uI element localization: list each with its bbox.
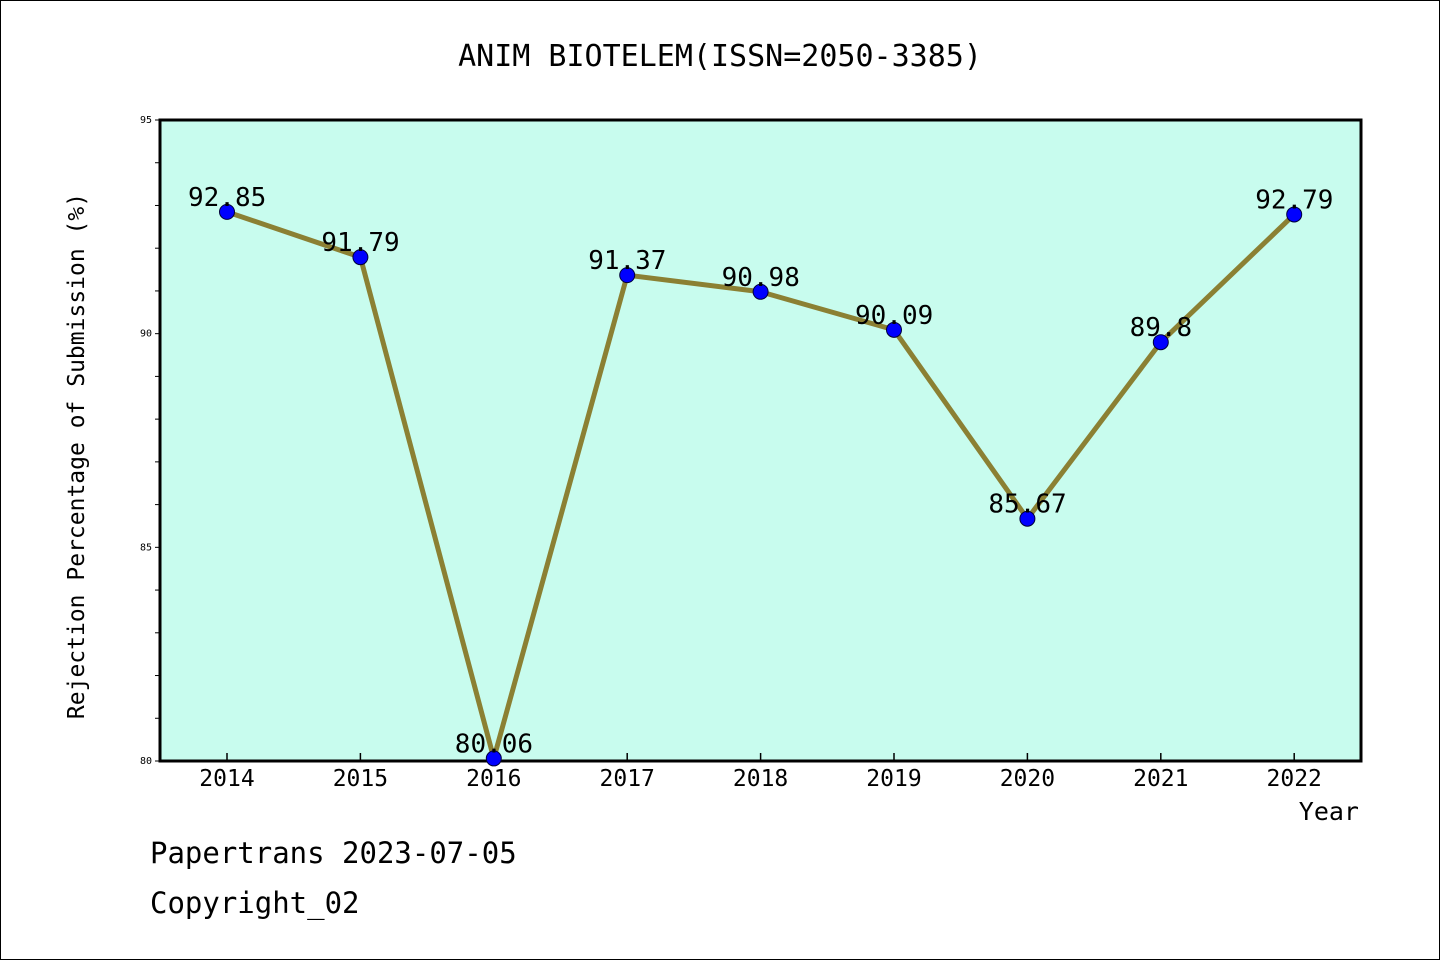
data-point — [485, 750, 502, 767]
data-point — [352, 249, 369, 266]
data-point — [1019, 510, 1036, 527]
x-tick-label: 2020 — [1000, 766, 1055, 792]
data-point — [219, 203, 235, 220]
data-label: 80.06 — [455, 729, 533, 759]
y-tick-label: 85 — [140, 542, 152, 553]
x-tick-label: 2015 — [333, 766, 388, 792]
data-label: 90.09 — [855, 301, 933, 331]
plot-area — [158, 118, 1363, 763]
data-label: 91.37 — [588, 246, 666, 276]
data-point — [886, 321, 902, 338]
chart-title: ANIM BIOTELEM(ISSN=2050-3385) — [458, 39, 982, 74]
data-label: 89.8 — [1130, 313, 1193, 343]
data-label: 85.67 — [988, 490, 1066, 520]
x-tick-label: 2018 — [733, 766, 788, 792]
data-markers — [219, 203, 1303, 767]
footer-date: Papertrans 2023-07-05 — [150, 836, 517, 870]
y-tick-label: 80 — [140, 756, 152, 767]
x-tick-label: 2016 — [466, 766, 521, 792]
x-tick-label: 2019 — [866, 766, 921, 792]
data-label: 92.79 — [1255, 185, 1333, 215]
data-labels: 92.85 91.79 80.06 91.37 90.98 90.09 85.67 89.8 9… — [188, 183, 1333, 760]
y-axis: 80 85 90 95 — [140, 115, 160, 767]
x-tick-label: 2022 — [1267, 766, 1322, 792]
y-tick-label: 90 — [140, 329, 152, 340]
data-point — [1152, 334, 1169, 351]
data-point — [1286, 206, 1303, 223]
x-axis: 2014 2015 2016 2017 2018 2019 2020 2021 2022 — [199, 753, 1322, 792]
x-tick-label: 2017 — [600, 766, 655, 792]
x-tick-label: 2021 — [1133, 766, 1188, 792]
y-axis-label: Rejection Percentage of Submission (%) — [64, 193, 90, 719]
data-label: 92.85 — [188, 183, 266, 213]
footer-copyright: Copyright_02 — [150, 886, 360, 920]
y-tick-label: 95 — [140, 115, 152, 126]
data-label: 90.98 — [722, 263, 800, 293]
data-point — [752, 283, 769, 300]
data-point — [619, 267, 636, 284]
x-axis-label: Year — [1299, 797, 1359, 826]
x-tick-label: 2014 — [199, 766, 254, 792]
data-label: 91.79 — [321, 228, 399, 258]
